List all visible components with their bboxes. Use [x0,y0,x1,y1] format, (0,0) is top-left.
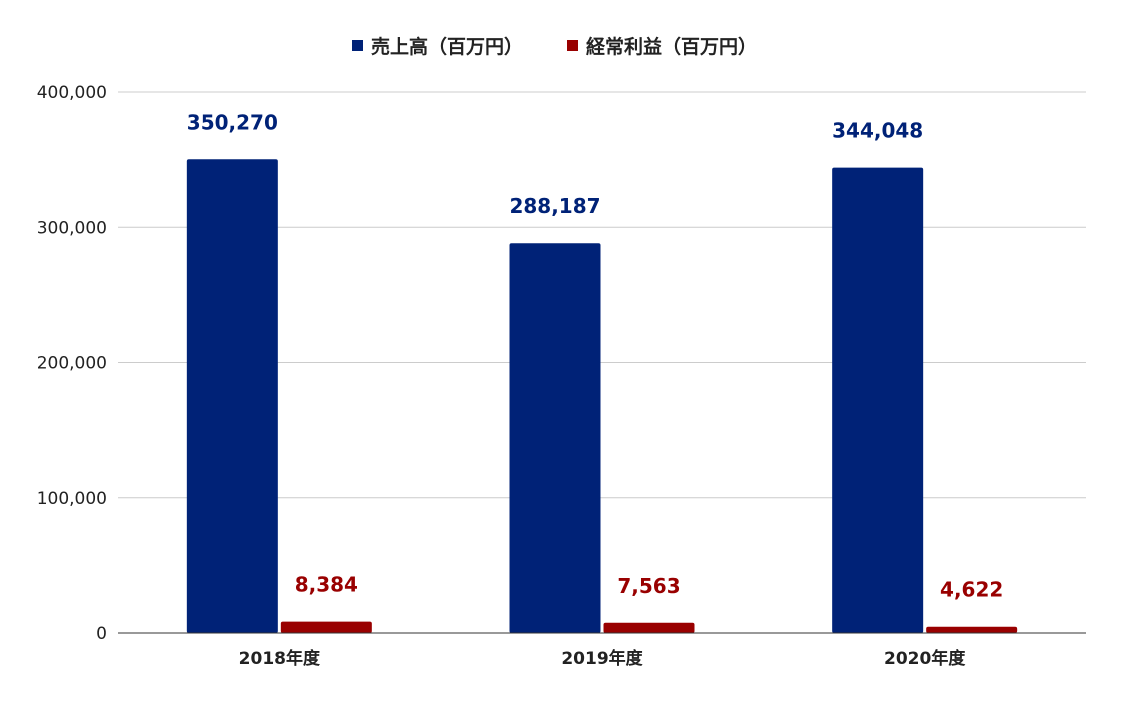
bar-ordinary-profit [280,621,372,633]
bar-sales [832,167,924,633]
y-tick-label: 0 [96,624,107,644]
bars [186,159,1018,633]
legend-swatch-sales [352,40,363,51]
data-label-ordinary-profit: 4,622 [940,578,1003,602]
bar-sales [509,243,601,633]
x-category-label: 2018年度 [239,648,321,669]
gridlines [118,91,1086,499]
bar-ordinary-profit [926,626,1018,633]
data-label-sales: 350,270 [187,110,278,134]
legend-label-ordinary-profit: 経常利益（百万円） [586,35,757,58]
y-tick-label: 300,000 [37,218,107,238]
y-tick-label: 200,000 [37,354,107,374]
legend-swatch-ordinary-profit [567,40,578,51]
x-axis-category-labels: 2018年度 2019年度 2020年度 [239,648,967,669]
data-label-sales: 344,048 [832,119,923,143]
data-label-ordinary-profit: 7,563 [617,574,680,598]
data-labels: 350,270 8,384 288,187 7,563 344,048 4,622 [187,110,1004,601]
legend-label-sales: 売上高（百万円） [371,35,523,58]
legend: 売上高（百万円） 経常利益（百万円） [352,35,757,58]
data-label-sales: 288,187 [509,194,600,218]
bar-ordinary-profit [603,622,695,633]
y-tick-label: 400,000 [37,83,107,103]
bar-sales [186,159,278,633]
y-tick-label: 100,000 [37,489,107,509]
x-category-label: 2019年度 [561,648,643,669]
data-label-ordinary-profit: 8,384 [295,573,358,597]
y-axis-tick-labels: 0 100,000 200,000 300,000 400,000 [37,83,107,644]
x-category-label: 2020年度 [884,648,966,669]
